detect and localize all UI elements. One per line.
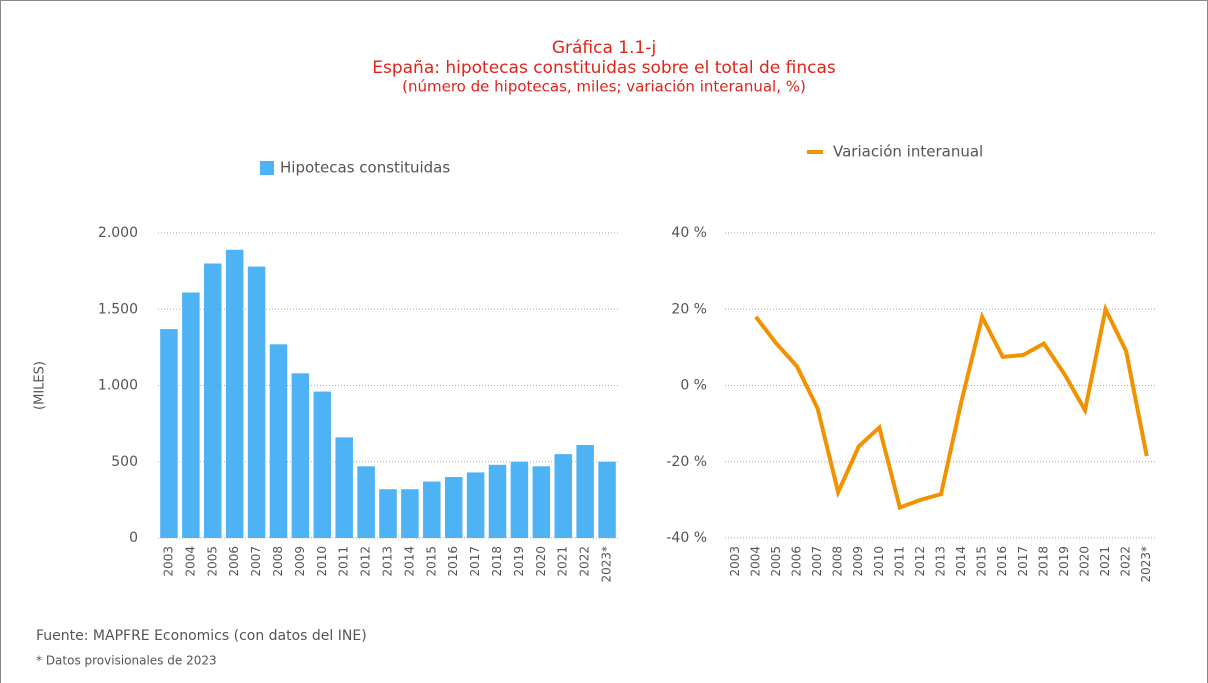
x-tick-label: 2023* (600, 546, 614, 583)
bar (357, 466, 375, 538)
x-tick-label: 2012 (913, 546, 927, 577)
x-tick-label: 2014 (402, 546, 416, 577)
x-tick-label: 2022 (578, 546, 592, 577)
y-tick-label: 1.000 (98, 378, 138, 394)
y-axis-label: (MILES) (33, 361, 48, 410)
bar (401, 489, 419, 538)
chart-subtitle: España: hipotecas constituidas sobre el … (372, 58, 836, 78)
y-tick-label: 2.000 (98, 225, 138, 241)
chart-title: Gráfica 1.1-j (552, 38, 656, 58)
x-tick-label: 2023* (1139, 546, 1153, 583)
x-tick-label: 2017 (468, 546, 482, 577)
footnote: * Datos provisionales de 2023 (36, 654, 217, 668)
bar (247, 266, 266, 538)
y-tick-label: 40 % (671, 225, 707, 241)
x-tick-label: 2008 (271, 546, 285, 577)
x-tick-label: 2018 (1036, 546, 1050, 577)
x-tick-label: 2020 (1078, 546, 1092, 577)
x-tick-label: 2007 (810, 546, 824, 577)
bar (204, 263, 222, 538)
y-tick-label: 0 (129, 530, 138, 546)
x-tick-label: 2003 (161, 546, 175, 577)
x-tick-label: 2013 (381, 546, 395, 577)
chart-note: (número de hipotecas, miles; variación i… (402, 78, 806, 96)
x-tick-label: 2016 (995, 546, 1009, 577)
bar (423, 481, 441, 538)
x-tick-label: 2015 (424, 546, 438, 577)
bar (466, 472, 485, 538)
source: Fuente: MAPFRE Economics (con datos del … (36, 628, 367, 644)
x-tick-label: 2012 (359, 546, 373, 577)
x-tick-label: 2004 (183, 546, 197, 577)
x-tick-label: 2006 (790, 546, 804, 577)
x-tick-label: 2005 (769, 546, 783, 577)
x-tick-label: 2020 (534, 546, 548, 577)
x-tick-label: 2009 (851, 546, 865, 577)
bar (598, 461, 616, 538)
x-tick-label: 2010 (872, 546, 886, 577)
legend-label: Variación interanual (833, 143, 983, 161)
legend-swatch (260, 161, 274, 175)
line (754, 303, 1149, 511)
x-tick-label: 2011 (337, 546, 351, 577)
x-tick-label: 2008 (831, 546, 845, 577)
x-tick-label: 2018 (490, 546, 504, 577)
bar (488, 464, 507, 538)
x-tick-label: 2009 (293, 546, 307, 577)
x-tick-label: 2016 (446, 546, 460, 577)
bar (313, 391, 332, 538)
bar (160, 329, 178, 538)
y-tick-label: 1.500 (98, 301, 138, 317)
y-tick-label: 20 % (671, 301, 707, 317)
bar (532, 466, 551, 538)
x-tick-label: 2010 (315, 546, 329, 577)
x-tick-label: 2021 (556, 546, 570, 577)
x-tick-label: 2019 (512, 546, 526, 577)
x-tick-label: 2005 (205, 546, 219, 577)
x-tick-label: 2003 (728, 546, 742, 577)
x-tick-label: 2011 (892, 546, 906, 577)
bar (379, 489, 397, 538)
bar (182, 292, 200, 538)
bar (335, 437, 353, 538)
x-tick-label: 2021 (1098, 546, 1112, 577)
bar (225, 249, 244, 538)
x-tick-label: 2007 (249, 546, 263, 577)
y-tick-label: 500 (111, 454, 138, 470)
y-tick-label: -20 % (666, 454, 707, 470)
bar (576, 444, 594, 538)
y-tick-label: 0 % (680, 378, 707, 394)
bar (269, 344, 288, 538)
x-tick-label: 2022 (1119, 546, 1133, 577)
bar (444, 477, 463, 538)
x-tick-label: 2017 (1016, 546, 1030, 577)
y-tick-label: -40 % (666, 530, 707, 546)
legend-label: Hipotecas constituidas (280, 159, 450, 177)
x-tick-label: 2013 (934, 546, 948, 577)
bar (510, 461, 529, 538)
x-tick-label: 2019 (1057, 546, 1071, 577)
bar (554, 454, 572, 538)
x-tick-label: 2004 (748, 546, 762, 577)
x-tick-label: 2015 (975, 546, 989, 577)
bar (291, 373, 310, 538)
x-tick-label: 2006 (227, 546, 241, 577)
x-tick-label: 2014 (954, 546, 968, 577)
